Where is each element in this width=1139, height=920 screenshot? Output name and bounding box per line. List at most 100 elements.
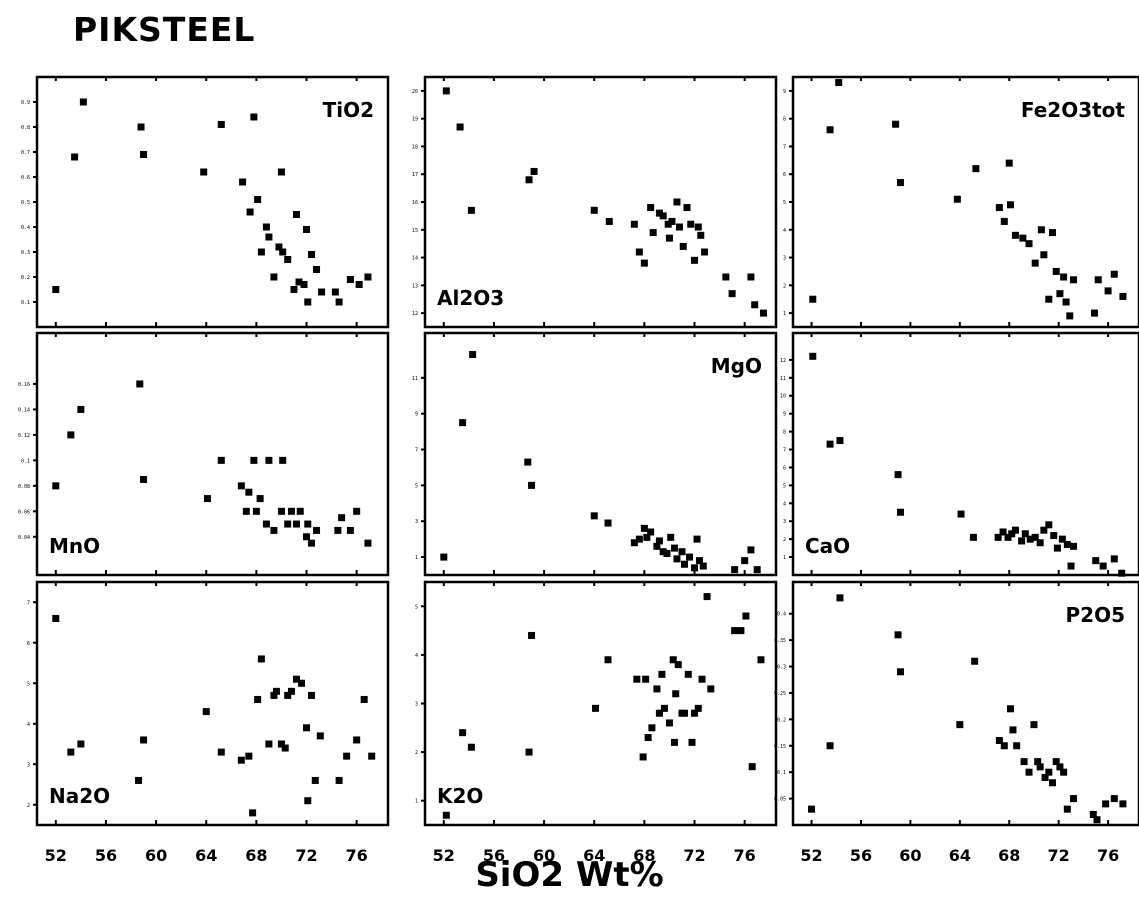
data-point (688, 738, 696, 746)
panel-frame (791, 580, 1139, 827)
y-tick-label: 4 (783, 501, 786, 507)
data-point (1034, 758, 1042, 766)
data-point (459, 419, 467, 427)
x-tick-label: 52 (45, 846, 67, 865)
data-point (304, 298, 312, 306)
data-point (296, 507, 304, 515)
data-point (693, 535, 701, 543)
data-point (694, 704, 702, 712)
data-point (675, 223, 683, 231)
data-point (217, 748, 225, 756)
data-point (254, 196, 262, 203)
data-point (630, 539, 638, 547)
data-point (691, 709, 699, 717)
data-point (440, 553, 448, 561)
data-point (277, 168, 285, 176)
data-point (1018, 537, 1026, 545)
data-point (1009, 726, 1017, 734)
data-point (686, 553, 694, 561)
panel-label: P2O5 (1066, 603, 1126, 627)
data-point (971, 657, 979, 665)
y-tick-label: 17 (412, 172, 418, 178)
data-point (77, 740, 85, 748)
data-point (633, 675, 641, 683)
data-point (1025, 240, 1033, 248)
data-point (287, 507, 295, 515)
data-point (292, 211, 300, 218)
y-tick-label: 12 (412, 311, 418, 317)
data-point (52, 614, 60, 622)
y-tick-label: 0.05 (774, 797, 786, 803)
data-point (1045, 295, 1053, 303)
data-point (1060, 768, 1068, 776)
y-tick-label: 0.7 (21, 150, 30, 156)
data-point (658, 670, 666, 678)
panel-mgo: 1 3 5 7 9 11 MgO (412, 331, 778, 577)
y-tick-label: 3 (415, 702, 418, 708)
data-point (1050, 532, 1058, 540)
y-tick-label: 0.2 (777, 717, 786, 723)
data-point (242, 507, 250, 515)
data-point (1070, 276, 1078, 284)
data-point (265, 740, 273, 748)
x-tick-label: 76 (346, 846, 368, 865)
data-point (284, 691, 292, 699)
data-point (655, 709, 663, 717)
data-point (1004, 533, 1012, 541)
y-tick-label: 0.04 (18, 535, 30, 541)
data-point (590, 206, 598, 214)
data-point (1118, 569, 1126, 577)
data-point (590, 512, 598, 520)
panel-mno: 0.04 0.06 0.08 0.1 0.12 0.14 0.16 MnO (18, 331, 390, 577)
data-point (1070, 795, 1078, 803)
panel-label: Na2O (49, 784, 110, 808)
data-point (1066, 312, 1074, 320)
data-point (270, 526, 278, 534)
data-point (655, 209, 663, 217)
data-point (757, 656, 765, 664)
y-tick-label: 16 (412, 200, 418, 206)
data-point (994, 533, 1002, 541)
data-point (747, 546, 755, 554)
y-tick-label: 8 (783, 430, 786, 436)
data-point (353, 507, 361, 515)
data-point (442, 811, 450, 819)
y-tick-label: 5 (783, 200, 786, 206)
data-point (308, 539, 316, 547)
data-point (639, 753, 647, 761)
y-tick-label: 5 (415, 483, 418, 489)
data-point (217, 121, 225, 128)
data-point (254, 695, 262, 703)
data-point (528, 481, 536, 489)
data-point (1110, 555, 1118, 563)
data-point (137, 123, 145, 131)
data-point (647, 528, 655, 536)
data-point (1000, 742, 1008, 750)
data-point (809, 295, 817, 303)
data-point (694, 223, 702, 231)
data-point (649, 229, 657, 237)
x-tick-label: 64 (949, 846, 971, 865)
data-point (528, 631, 536, 639)
y-tick-label: 7 (415, 448, 418, 454)
y-tick-label: 20 (412, 89, 418, 95)
data-point (1013, 742, 1021, 750)
data-point (355, 281, 363, 288)
data-point (257, 655, 265, 663)
y-tick-label: 5 (415, 604, 418, 610)
data-point (667, 533, 675, 541)
x-tick-label: 60 (899, 846, 921, 865)
data-point (203, 495, 211, 503)
data-point (295, 278, 303, 286)
x-tick-label: 64 (195, 846, 217, 865)
data-point (604, 656, 612, 664)
data-point (1026, 535, 1034, 543)
data-point (1070, 542, 1078, 550)
data-point (338, 514, 346, 522)
y-tick-label: 3 (415, 519, 418, 525)
data-point (346, 526, 354, 534)
data-point (304, 797, 312, 805)
x-tick-label: 72 (1048, 846, 1070, 865)
y-tick-label: 0.14 (18, 407, 30, 413)
